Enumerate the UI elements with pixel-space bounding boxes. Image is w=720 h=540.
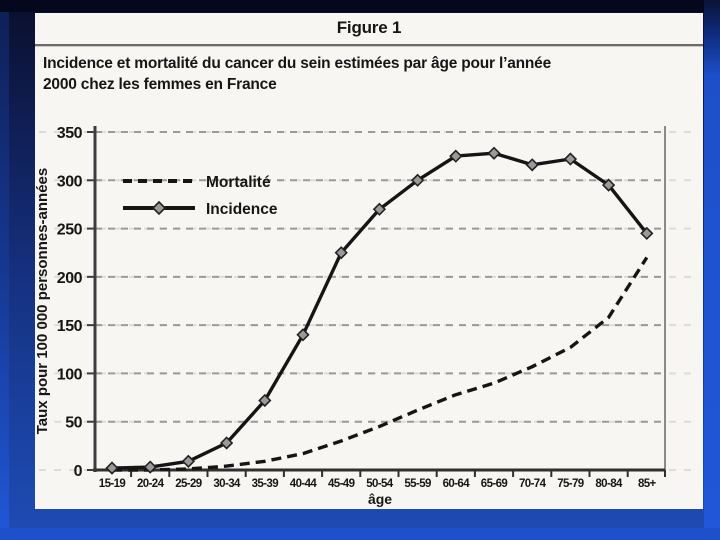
slide-left-accent	[0, 12, 9, 540]
incidence-marker	[449, 149, 463, 163]
y-axis-title: Taux pour 100 000 personnes-années	[35, 168, 51, 435]
x-tick-label: 60-64	[443, 478, 471, 490]
incidence-marker	[640, 226, 654, 241]
legend-mortality-label: Mortalité	[206, 174, 271, 191]
incidence-marker	[143, 460, 157, 474]
incidence-marker	[258, 393, 272, 408]
y-tick-label: 200	[57, 270, 83, 287]
incidence-marker	[334, 246, 348, 260]
slide-bottom-accent	[0, 528, 720, 540]
incidence-marker	[105, 461, 119, 475]
x-tick-label: 75-79	[557, 478, 584, 490]
figure-title-line2: 2000 chez les femmes en France	[43, 76, 277, 93]
x-tick-label: 55-59	[404, 478, 431, 490]
x-tick-label: 65-69	[481, 478, 508, 490]
figure-label: Figure 1	[336, 18, 402, 37]
x-tick-label: 50-54	[366, 478, 394, 490]
y-tick-label: 350	[57, 125, 83, 142]
figure-divider	[35, 44, 703, 47]
figure-panel: Figure 1 Incidence et mortalité du cance…	[35, 13, 703, 509]
incidence-marker	[296, 328, 310, 342]
incidence-marker	[219, 436, 234, 450]
x-tick-label: 85+	[638, 478, 657, 490]
y-tick-label: 300	[57, 173, 83, 190]
incidence-marker	[181, 454, 196, 468]
incidence-marker	[372, 202, 387, 216]
mortality-line	[112, 256, 649, 472]
x-tick-label: 40-44	[290, 478, 318, 490]
x-tick-label: 30-34	[213, 478, 241, 490]
incidence-marker	[410, 173, 425, 187]
slide-right-accent	[704, 0, 720, 540]
x-tick-label: 20-24	[137, 478, 165, 490]
incidence-marker	[601, 178, 616, 192]
slide-top-edge	[0, 0, 720, 12]
x-axis-title: âge	[368, 491, 392, 507]
y-tick-label: 100	[57, 366, 83, 383]
x-tick-label: 25-29	[175, 478, 202, 490]
incidence-marker	[487, 146, 501, 160]
x-tick-label: 35-39	[252, 478, 279, 490]
x-tick-label: 45-49	[328, 478, 355, 490]
y-tick-label: 0	[74, 463, 83, 480]
y-tick-label: 150	[57, 318, 83, 335]
x-tick-label: 70-74	[519, 478, 547, 490]
x-tick-label: 80-84	[595, 478, 623, 490]
x-tick-label: 15-19	[99, 478, 126, 490]
legend-incidence-label: Incidence	[206, 201, 278, 218]
figure-title-line1: Incidence et mortalité du cancer du sein…	[43, 55, 552, 72]
y-tick-label: 250	[57, 222, 83, 239]
incidence-mortality-chart: 0 50 100 150 200 250 300 350 15-19 20-24 25-29 30-3…	[35, 125, 697, 507]
y-tick-label: 50	[65, 415, 82, 432]
legend-incidence-marker	[151, 200, 167, 216]
incidence-marker	[525, 158, 539, 172]
incidence-marker	[563, 152, 578, 166]
